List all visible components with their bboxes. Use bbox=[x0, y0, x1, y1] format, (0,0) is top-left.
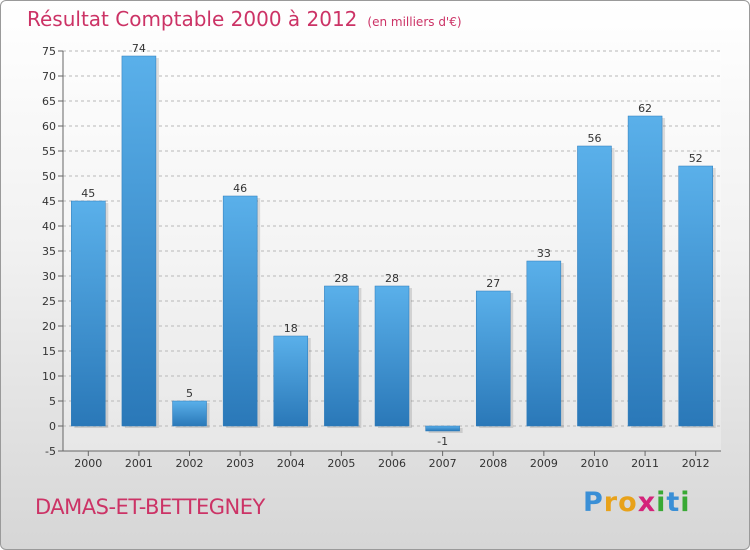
y-tick-label: 40 bbox=[42, 220, 56, 233]
y-tick-label: 60 bbox=[42, 120, 56, 133]
logo-letter: P bbox=[583, 487, 604, 518]
y-tick-label: 5 bbox=[49, 395, 56, 408]
x-tick-label: 2007 bbox=[429, 457, 457, 470]
bar-value-label: 27 bbox=[486, 277, 500, 290]
bar bbox=[374, 285, 410, 427]
chart-unit: (en milliers d'€) bbox=[367, 15, 462, 29]
y-tick-label: 25 bbox=[42, 295, 56, 308]
bar-value-label: 5 bbox=[186, 387, 193, 400]
bar-value-label: 45 bbox=[81, 187, 95, 200]
x-tick-label: 2011 bbox=[631, 457, 659, 470]
y-tick-label: 15 bbox=[42, 345, 56, 358]
x-tick-label: 2009 bbox=[530, 457, 558, 470]
bar bbox=[121, 55, 157, 427]
bar-value-label: 52 bbox=[689, 152, 703, 165]
x-tick-label: 2001 bbox=[125, 457, 153, 470]
y-tick-label: 30 bbox=[42, 270, 56, 283]
bar-value-label: -1 bbox=[437, 435, 448, 448]
logo-letter: r bbox=[603, 487, 619, 518]
y-tick-label: 70 bbox=[42, 70, 56, 83]
logo-letter: i bbox=[656, 487, 667, 518]
bar-value-label: 46 bbox=[233, 182, 247, 195]
x-tick-label: 2012 bbox=[682, 457, 710, 470]
y-tick-label: 10 bbox=[42, 370, 56, 383]
logo-letter: o bbox=[618, 487, 638, 518]
y-tick-label: 45 bbox=[42, 195, 56, 208]
x-tick-label: 2000 bbox=[74, 457, 102, 470]
bar-value-label: 28 bbox=[334, 272, 348, 285]
logo-letter: t bbox=[666, 487, 681, 518]
x-tick-label: 2005 bbox=[327, 457, 355, 470]
bar-value-label: 18 bbox=[284, 322, 298, 335]
bar bbox=[627, 115, 663, 427]
bar bbox=[425, 425, 460, 432]
x-tick-label: 2010 bbox=[580, 457, 608, 470]
proxiti-logo: Proxiti bbox=[583, 487, 691, 518]
bar bbox=[172, 400, 207, 427]
y-tick-label: 75 bbox=[42, 45, 56, 58]
chart-title: Résultat Comptable 2000 à 2012 (en millie… bbox=[27, 7, 462, 31]
bar-value-label: 28 bbox=[385, 272, 399, 285]
place-name: DAMAS-ET-BETTEGNEY bbox=[35, 495, 265, 519]
bar-value-label: 33 bbox=[537, 247, 551, 260]
x-tick-label: 2002 bbox=[176, 457, 204, 470]
y-tick-label: 35 bbox=[42, 245, 56, 258]
bar bbox=[324, 285, 359, 427]
bar-value-label: 62 bbox=[638, 102, 652, 115]
bar bbox=[475, 290, 511, 427]
bar bbox=[222, 195, 258, 427]
bar-value-label: 74 bbox=[132, 42, 146, 55]
bar bbox=[526, 260, 562, 427]
bar bbox=[273, 335, 309, 427]
y-tick-label: 65 bbox=[42, 95, 56, 108]
bar-value-label: 56 bbox=[587, 132, 601, 145]
x-tick-label: 2003 bbox=[226, 457, 254, 470]
x-tick-label: 2004 bbox=[277, 457, 305, 470]
y-tick-label: 20 bbox=[42, 320, 56, 333]
y-tick-label: -5 bbox=[45, 445, 56, 458]
logo-letter: i bbox=[680, 487, 691, 518]
bar bbox=[577, 145, 612, 427]
y-tick-label: 0 bbox=[49, 420, 56, 433]
bar bbox=[71, 200, 106, 427]
x-tick-label: 2006 bbox=[378, 457, 406, 470]
x-tick-label: 2008 bbox=[479, 457, 507, 470]
y-tick-label: 55 bbox=[42, 145, 56, 158]
chart-title-text: Résultat Comptable 2000 à 2012 bbox=[27, 7, 358, 31]
y-tick-label: 50 bbox=[42, 170, 56, 183]
bar bbox=[678, 165, 713, 427]
logo-letter: x bbox=[637, 487, 657, 518]
